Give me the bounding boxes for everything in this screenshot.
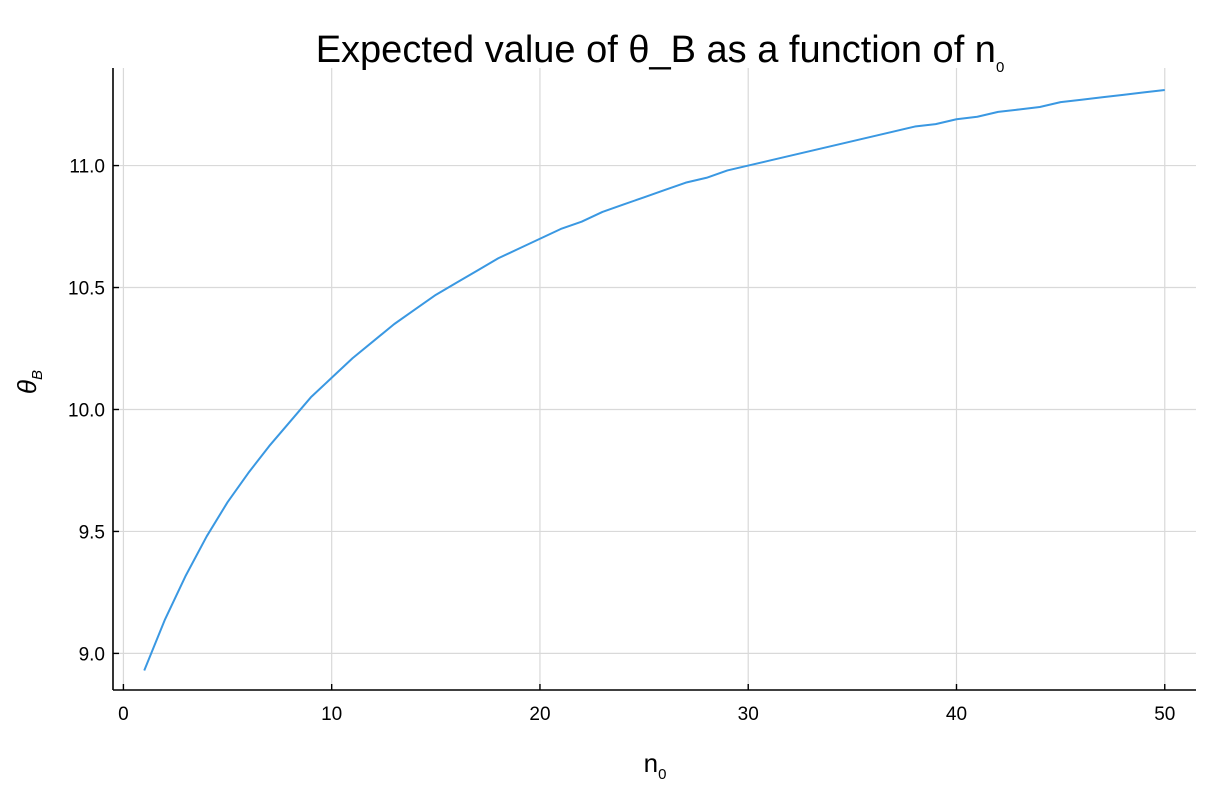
chart-title-main: Expected value of θ_B as a function of n — [316, 29, 996, 71]
y-axis-label: θB — [12, 370, 46, 394]
x-axis-label: n0 — [644, 748, 667, 783]
chart-title: Expected value of θ_B as a function of n… — [316, 29, 1005, 76]
x-tick-label: 30 — [738, 704, 759, 725]
y-tick-label: 11.0 — [69, 157, 105, 178]
x-axis-label-main: n — [644, 748, 658, 778]
y-tick-label: 10.0 — [68, 400, 105, 421]
y-tick-label: 10.5 — [68, 279, 105, 300]
x-axis-label-subscript: 0 — [658, 766, 666, 783]
series-layer — [143, 88, 1165, 671]
grid-lines — [113, 68, 1196, 690]
chart-title-subscript: 0 — [996, 59, 1004, 76]
x-tick-label: 40 — [946, 704, 967, 725]
series-line — [143, 88, 1165, 671]
x-tick-label: 0 — [118, 704, 129, 725]
x-tick-label: 10 — [321, 704, 342, 725]
y-tick-label: 9.5 — [79, 522, 105, 543]
x-tick-label: 20 — [529, 704, 550, 725]
axes — [112, 68, 1196, 691]
y-axis-label-subscript: B — [29, 370, 46, 380]
y-tick-label: 9.0 — [79, 644, 105, 665]
y-axis-label-main: θ — [12, 380, 42, 394]
x-tick-label: 50 — [1154, 704, 1175, 725]
tick-labels: 0 10 20 30 40 50 9.0 9.5 10.0 10.5 11.0 — [68, 157, 1175, 725]
